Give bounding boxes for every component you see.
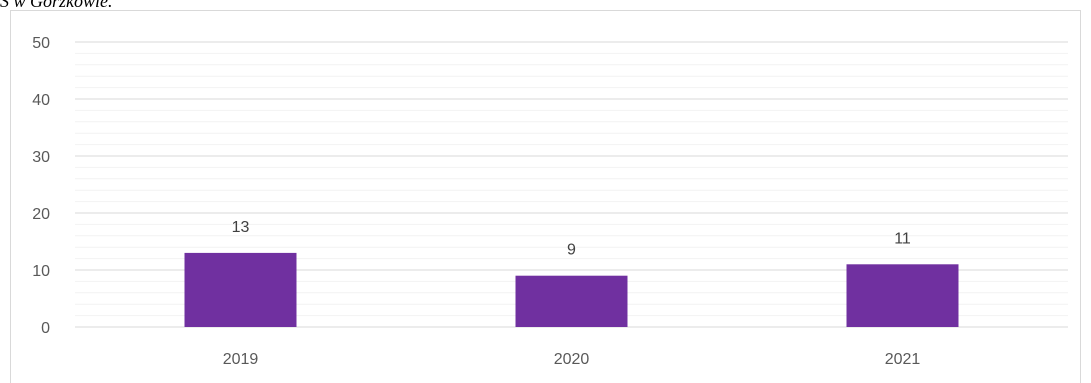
data-labels: 13 9 11 <box>232 219 911 259</box>
y-tick-label: 0 <box>41 320 50 337</box>
chart-caption: S w Gorzkowie. <box>0 0 113 11</box>
y-axis-tick-labels: 0 10 20 30 40 50 <box>32 35 50 337</box>
data-label-2020: 9 <box>567 242 576 259</box>
x-axis-category-labels: 2019 2020 2021 <box>223 351 921 368</box>
y-tick-label: 30 <box>32 149 50 166</box>
category-label-2021: 2021 <box>885 351 921 368</box>
category-label-2019: 2019 <box>223 351 259 368</box>
data-label-2021: 11 <box>894 230 911 247</box>
y-tick-label: 50 <box>32 35 50 52</box>
bar-2021 <box>846 264 959 327</box>
y-tick-label: 40 <box>32 92 50 109</box>
bars <box>184 252 959 327</box>
category-label-2020: 2020 <box>554 351 590 368</box>
bar-2019 <box>184 252 297 327</box>
y-tick-label: 10 <box>32 263 50 280</box>
y-tick-label: 20 <box>32 206 50 223</box>
bar-2020 <box>515 275 628 327</box>
data-label-2019: 13 <box>232 219 250 236</box>
